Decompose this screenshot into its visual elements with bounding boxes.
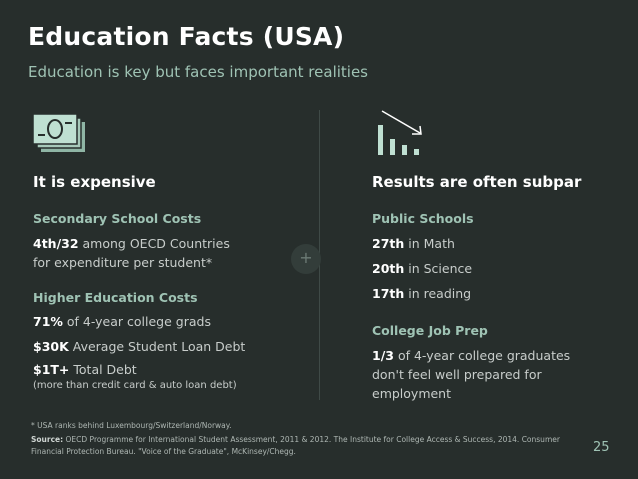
fact-line: 27th in Math (372, 234, 455, 253)
left-column-heading: It is expensive (33, 173, 156, 191)
fact-text: don't feel well prepared for (372, 367, 542, 382)
fact-line: 4th/32 among OECD Countries (33, 234, 230, 253)
fact-value: $1T+ (33, 362, 70, 377)
section-heading: Public Schools (372, 211, 474, 226)
fact-text: in reading (404, 286, 472, 301)
fact-text: Total Debt (69, 362, 137, 377)
fact-line: $30K Average Student Loan Debt (33, 337, 245, 356)
fact-text: for expenditure per student* (33, 255, 213, 270)
fact-line: $1T+ Total Debt (33, 360, 137, 379)
page-subtitle: Education is key but faces important rea… (28, 63, 368, 81)
source-citation: Source: OECD Programme for International… (31, 435, 571, 444)
source-label: Source: (31, 435, 64, 444)
money-bill-icon (32, 113, 89, 160)
source-citation-cont: Financial Protection Bureau. "Voice of t… (31, 447, 296, 456)
right-column-heading: Results are often subpar (372, 173, 582, 191)
section-heading: Secondary School Costs (33, 211, 202, 226)
page-title: Education Facts (USA) (28, 22, 345, 51)
fact-line: 17th in reading (372, 284, 471, 303)
fact-line: 20th in Science (372, 259, 472, 278)
fact-line: employment (372, 384, 451, 403)
fact-text: in Math (404, 236, 455, 251)
fact-value: 4th/32 (33, 236, 79, 251)
fact-line: 71% of 4-year college grads (33, 312, 211, 331)
fact-line: don't feel well prepared for (372, 365, 542, 384)
fact-value: $30K (33, 339, 69, 354)
fact-value: 71% (33, 314, 63, 329)
fact-text: in Science (404, 261, 473, 276)
plus-icon: + (291, 244, 321, 274)
fact-value: 27th (372, 236, 405, 251)
fact-text: of 4-year college grads (62, 314, 211, 329)
fact-value: 1/3 (372, 348, 394, 363)
fact-text: Average Student Loan Debt (68, 339, 246, 354)
page-number: 25 (593, 440, 610, 455)
footnote: * USA ranks behind Luxembourg/Switzerlan… (31, 421, 232, 430)
fact-text: of 4-year college graduates (393, 348, 571, 363)
source-text: OECD Programme for International Student… (63, 435, 560, 444)
fact-text: employment (372, 386, 452, 401)
fact-text: among OECD Countries (78, 236, 230, 251)
fact-line: for expenditure per student* (33, 253, 212, 272)
fact-value: 17th (372, 286, 405, 301)
section-heading: Higher Education Costs (33, 290, 198, 305)
section-heading: College Job Prep (372, 323, 488, 338)
declining-chart-icon (376, 109, 428, 161)
fact-value: 20th (372, 261, 405, 276)
fact-note: (more than credit card & auto loan debt) (33, 380, 237, 391)
fact-line: 1/3 of 4-year college graduates (372, 346, 570, 365)
